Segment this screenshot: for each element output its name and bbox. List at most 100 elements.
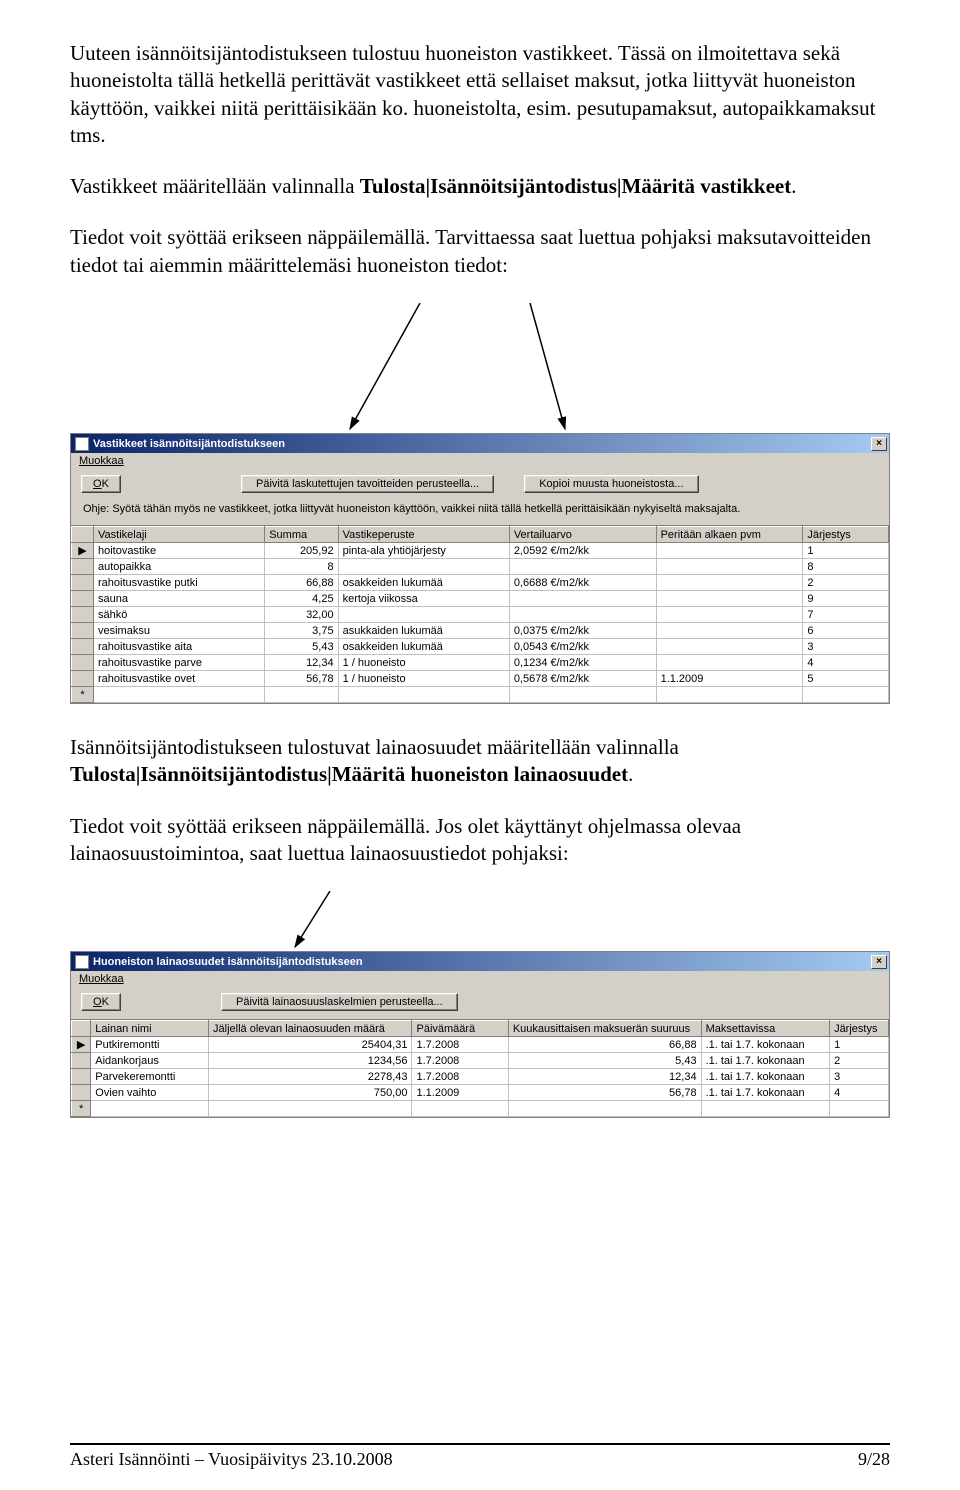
dialog2-grid[interactable]: Lainan nimiJäljellä olevan lainaosuuden …: [71, 1019, 889, 1117]
cell[interactable]: 1.1.2009: [412, 1085, 508, 1101]
cell[interactable]: Parvekeremontti: [91, 1069, 209, 1085]
cell[interactable]: 66,88: [265, 575, 338, 591]
cell[interactable]: [508, 1101, 701, 1117]
table-row[interactable]: ▶hoitovastike205,92pinta-ala yhtiöjärjes…: [72, 543, 889, 559]
cell[interactable]: 2278,43: [209, 1069, 412, 1085]
cell[interactable]: asukkaiden lukumää: [338, 623, 509, 639]
dialog1-menubar[interactable]: Muokkaa: [71, 453, 889, 469]
cell[interactable]: 1 / huoneisto: [338, 655, 509, 671]
cell[interactable]: vesimaksu: [94, 623, 265, 639]
update-from-targets-button[interactable]: Päivitä laskutettujen tavoitteiden perus…: [241, 475, 494, 493]
table-row[interactable]: sauna4,25kertoja viikossa 9: [72, 591, 889, 607]
cell[interactable]: 9: [803, 591, 889, 607]
cell[interactable]: .1. tai 1.7. kokonaan: [701, 1085, 829, 1101]
ok-button[interactable]: OK: [81, 993, 121, 1011]
table-row[interactable]: Parvekeremontti2278,431.7.200812,34.1. t…: [72, 1069, 889, 1085]
cell[interactable]: [656, 655, 803, 671]
cell[interactable]: 1 / huoneisto: [338, 671, 509, 687]
table-row[interactable]: *: [72, 1101, 889, 1117]
cell[interactable]: 0,1234 €/m2/kk: [509, 655, 656, 671]
cell[interactable]: rahoitusvastike ovet: [94, 671, 265, 687]
table-row[interactable]: ▶Putkiremontti25404,311.7.200866,88.1. t…: [72, 1037, 889, 1053]
cell[interactable]: 4: [830, 1085, 889, 1101]
cell[interactable]: 1: [803, 543, 889, 559]
cell[interactable]: [656, 559, 803, 575]
cell[interactable]: sauna: [94, 591, 265, 607]
cell[interactable]: [656, 543, 803, 559]
cell[interactable]: Putkiremontti: [91, 1037, 209, 1053]
table-row[interactable]: autopaikka88: [72, 559, 889, 575]
cell[interactable]: [701, 1101, 829, 1117]
cell[interactable]: [91, 1101, 209, 1117]
cell[interactable]: Aidankorjaus: [91, 1053, 209, 1069]
cell[interactable]: 2,0592 €/m2/kk: [509, 543, 656, 559]
cell[interactable]: 32,00: [265, 607, 338, 623]
cell[interactable]: rahoitusvastike putki: [94, 575, 265, 591]
table-row[interactable]: Ovien vaihto750,001.1.200956,78.1. tai 1…: [72, 1085, 889, 1101]
close-icon[interactable]: ×: [871, 955, 887, 969]
cell[interactable]: hoitovastike: [94, 543, 265, 559]
cell[interactable]: [209, 1101, 412, 1117]
cell[interactable]: [94, 687, 265, 703]
cell[interactable]: [656, 639, 803, 655]
cell[interactable]: 4: [803, 655, 889, 671]
cell[interactable]: kertoja viikossa: [338, 591, 509, 607]
cell[interactable]: 750,00: [209, 1085, 412, 1101]
cell[interactable]: 2: [830, 1053, 889, 1069]
cell[interactable]: [656, 591, 803, 607]
dialog2-menubar[interactable]: Muokkaa: [71, 971, 889, 987]
cell[interactable]: 0,0375 €/m2/kk: [509, 623, 656, 639]
cell[interactable]: .1. tai 1.7. kokonaan: [701, 1053, 829, 1069]
cell[interactable]: 1234,56: [209, 1053, 412, 1069]
cell[interactable]: 5,43: [265, 639, 338, 655]
cell[interactable]: 3,75: [265, 623, 338, 639]
cell[interactable]: 56,78: [265, 671, 338, 687]
cell[interactable]: 1.7.2008: [412, 1069, 508, 1085]
cell[interactable]: 3: [803, 639, 889, 655]
cell[interactable]: 6: [803, 623, 889, 639]
table-row[interactable]: *: [72, 687, 889, 703]
table-row[interactable]: rahoitusvastike aita5,43osakkeiden lukum…: [72, 639, 889, 655]
cell[interactable]: 0,6688 €/m2/kk: [509, 575, 656, 591]
cell[interactable]: osakkeiden lukumää: [338, 575, 509, 591]
update-from-loans-button[interactable]: Päivitä lainaosuuslaskelmien perusteella…: [221, 993, 458, 1011]
cell[interactable]: [338, 607, 509, 623]
copy-from-other-button[interactable]: Kopioi muusta huoneistosta...: [524, 475, 698, 493]
cell[interactable]: osakkeiden lukumää: [338, 639, 509, 655]
cell[interactable]: 25404,31: [209, 1037, 412, 1053]
cell[interactable]: 12,34: [265, 655, 338, 671]
cell[interactable]: sähkö: [94, 607, 265, 623]
cell[interactable]: [803, 687, 889, 703]
cell[interactable]: pinta-ala yhtiöjärjesty: [338, 543, 509, 559]
ok-button[interactable]: OK: [81, 475, 121, 493]
table-row[interactable]: rahoitusvastike parve12,341 / huoneisto0…: [72, 655, 889, 671]
cell[interactable]: 5: [803, 671, 889, 687]
cell[interactable]: rahoitusvastike parve: [94, 655, 265, 671]
cell[interactable]: 0,5678 €/m2/kk: [509, 671, 656, 687]
cell[interactable]: [509, 591, 656, 607]
cell[interactable]: [656, 687, 803, 703]
cell[interactable]: [656, 607, 803, 623]
table-row[interactable]: sähkö32,007: [72, 607, 889, 623]
cell[interactable]: 8: [803, 559, 889, 575]
cell[interactable]: [338, 687, 509, 703]
table-row[interactable]: rahoitusvastike ovet56,781 / huoneisto0,…: [72, 671, 889, 687]
cell[interactable]: [830, 1101, 889, 1117]
cell[interactable]: [412, 1101, 508, 1117]
cell[interactable]: [656, 623, 803, 639]
cell[interactable]: rahoitusvastike aita: [94, 639, 265, 655]
cell[interactable]: 0,0543 €/m2/kk: [509, 639, 656, 655]
close-icon[interactable]: ×: [871, 437, 887, 451]
cell[interactable]: [338, 559, 509, 575]
table-row[interactable]: rahoitusvastike putki66,88osakkeiden luk…: [72, 575, 889, 591]
cell[interactable]: .1. tai 1.7. kokonaan: [701, 1069, 829, 1085]
cell[interactable]: 4,25: [265, 591, 338, 607]
cell[interactable]: Ovien vaihto: [91, 1085, 209, 1101]
cell[interactable]: 66,88: [508, 1037, 701, 1053]
cell[interactable]: .1. tai 1.7. kokonaan: [701, 1037, 829, 1053]
table-row[interactable]: vesimaksu3,75asukkaiden lukumää0,0375 €/…: [72, 623, 889, 639]
table-row[interactable]: Aidankorjaus1234,561.7.20085,43.1. tai 1…: [72, 1053, 889, 1069]
cell[interactable]: 56,78: [508, 1085, 701, 1101]
cell[interactable]: [656, 575, 803, 591]
cell[interactable]: 1: [830, 1037, 889, 1053]
